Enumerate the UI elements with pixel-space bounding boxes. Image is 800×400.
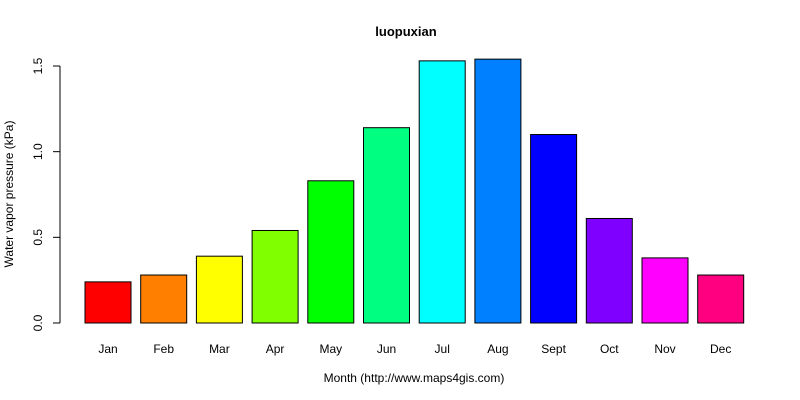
bar-dec: [697, 274, 745, 324]
bar-sept: [530, 134, 578, 324]
bar-may: [307, 180, 355, 324]
bar-jan: [84, 281, 132, 324]
x-tick-label: Nov: [654, 342, 675, 356]
y-tick-label: 1.0: [31, 143, 45, 160]
y-tick-label: 0.5: [31, 229, 45, 246]
y-axis-label: Water vapor pressure (kPa): [2, 121, 16, 268]
chart-title: luopuxian: [375, 24, 436, 39]
bar-feb: [140, 274, 188, 324]
x-tick-label: Dec: [710, 342, 731, 356]
bar-mar: [195, 255, 243, 324]
bar-apr: [251, 229, 299, 324]
x-tick-label: Jan: [98, 342, 117, 356]
x-tick-label: Jul: [435, 342, 450, 356]
bar-nov: [641, 257, 689, 324]
x-tick-label: Aug: [487, 342, 508, 356]
bar-aug: [474, 58, 522, 324]
bar-jun: [363, 127, 410, 324]
bar-jul: [418, 60, 466, 324]
y-tick-label: 1.5: [31, 57, 45, 74]
bars-group: [84, 58, 745, 324]
bar-oct: [585, 217, 633, 324]
y-tick-label: 0.0: [31, 314, 45, 331]
x-tick-label: Feb: [153, 342, 174, 356]
x-tick-label: Oct: [600, 342, 619, 356]
x-axis-label: Month (http://www.maps4gis.com): [324, 371, 505, 385]
x-tick-label: May: [319, 342, 342, 356]
y-axis: 0.0 0.5 1.0 1.5: [31, 57, 61, 331]
x-tick-label: Jun: [377, 342, 396, 356]
x-tick-labels: Jan Feb Mar Apr May Jun Jul Aug Sept Oct Nov Dec: [98, 342, 731, 356]
x-tick-label: Sept: [541, 342, 566, 356]
x-tick-label: Mar: [209, 342, 230, 356]
x-tick-label: Apr: [266, 342, 285, 356]
